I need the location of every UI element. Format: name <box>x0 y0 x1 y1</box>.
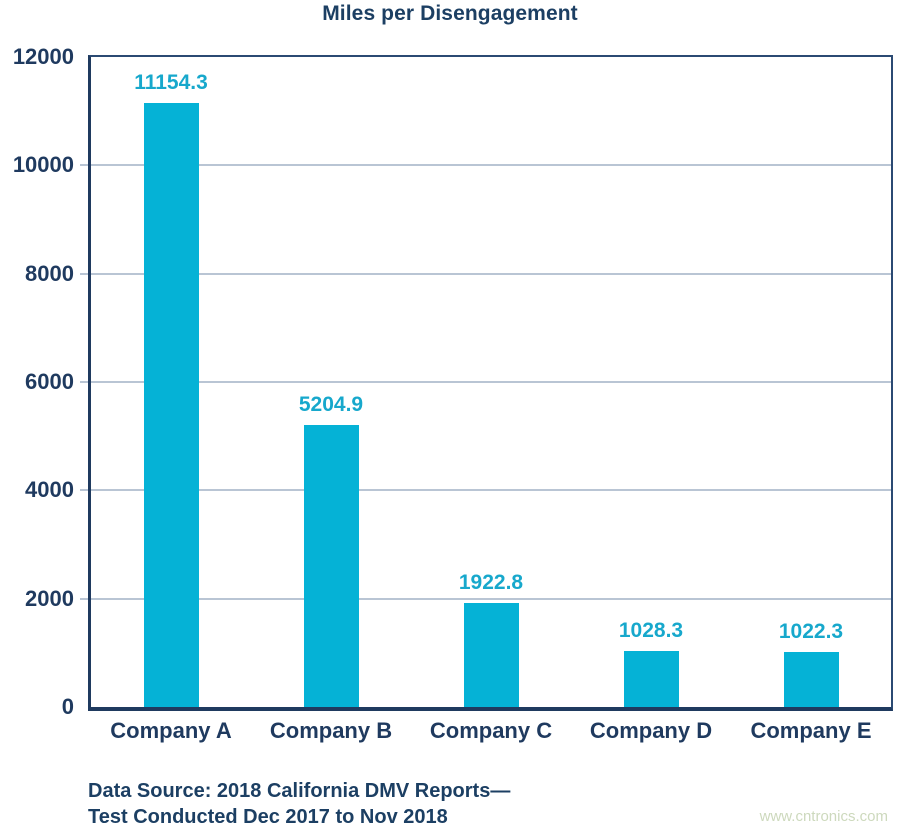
y-axis-label: 6000 <box>25 369 74 394</box>
y-axis-tick <box>80 489 88 492</box>
x-axis-label: Company C <box>429 718 553 743</box>
bar <box>143 102 199 707</box>
y-axis-label: 12000 <box>12 44 74 69</box>
data-source-note: Data Source: 2018 California DMV Reports… <box>88 778 510 830</box>
y-axis-label: 0 <box>61 694 74 719</box>
y-axis-label: 8000 <box>25 260 74 286</box>
y-axis-label: 10000 <box>12 152 74 178</box>
gridline <box>91 489 891 492</box>
bar <box>783 651 839 707</box>
y-axis-label: 2000 <box>25 585 74 611</box>
bar <box>303 425 359 707</box>
chart-title: Miles per Disengagement <box>322 2 578 25</box>
bar-value-label: 1022.3 <box>778 619 844 643</box>
x-axis-label: Company E <box>750 718 872 743</box>
gridline <box>91 272 891 275</box>
y-axis-tick <box>80 597 88 600</box>
data-source-line-2: Test Conducted Dec 2017 to Nov 2018 <box>88 806 448 828</box>
x-axis-label: Company B <box>269 718 393 743</box>
bar-value-label: 5204.9 <box>298 393 364 417</box>
bar-value-label: 1922.8 <box>458 570 524 594</box>
gridline <box>91 381 891 383</box>
gridline <box>91 597 891 600</box>
y-axis-tick <box>80 164 88 167</box>
x-axis-label: Company D <box>589 718 713 743</box>
site-watermark: www.cntronics.com <box>759 808 888 825</box>
bar-value-label: 11154.3 <box>134 70 208 94</box>
data-source-line-1: Data Source: 2018 California DMV Reports… <box>88 780 511 802</box>
y-axis-tick <box>80 381 88 383</box>
bar <box>623 651 679 707</box>
y-axis-tick <box>80 272 88 275</box>
y-axis-label: 4000 <box>25 477 74 503</box>
x-axis-label: Company A <box>110 718 232 743</box>
gridline <box>91 164 891 167</box>
bar <box>463 602 519 707</box>
bar-value-label: 1028.3 <box>618 619 684 643</box>
